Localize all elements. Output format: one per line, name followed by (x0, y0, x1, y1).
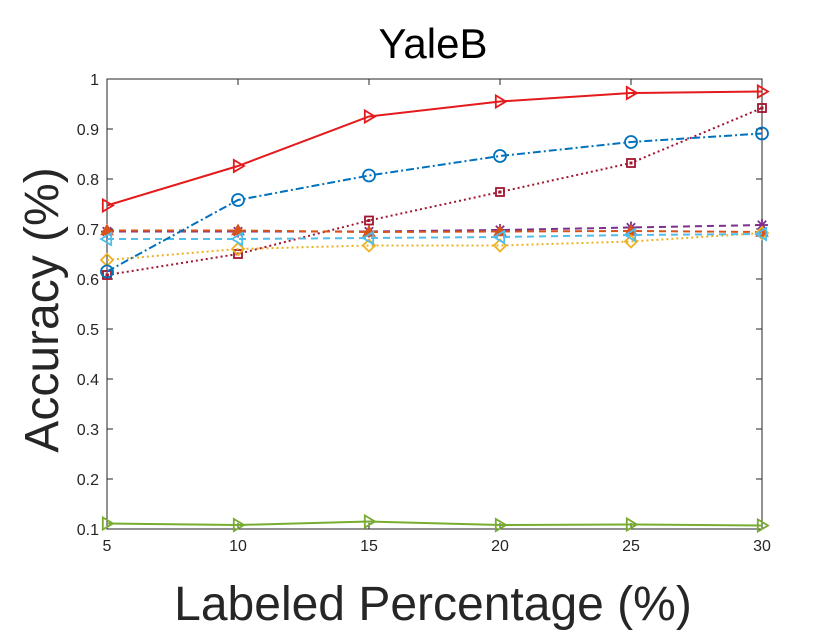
y-tick-label: 0.5 (77, 322, 99, 339)
data-point (757, 103, 767, 113)
x-tick-label: 20 (491, 538, 509, 555)
y-axis-label: Accuracy (%) (16, 167, 69, 452)
y-tick-label: 0.1 (77, 522, 99, 539)
y-tick-label: 0.9 (77, 122, 99, 139)
square-marker-dot (367, 219, 371, 222)
data-point (231, 193, 245, 207)
data-point (756, 83, 770, 100)
series-line (106, 107, 763, 276)
y-tick-label: 0.3 (77, 422, 99, 439)
data-point (493, 224, 507, 237)
axes-box (106, 78, 763, 530)
data-point (363, 108, 377, 125)
y-tick-label: 1 (90, 72, 99, 89)
data-point (624, 135, 638, 149)
series-5 (99, 226, 768, 247)
y-tick-label: 0.2 (77, 472, 99, 489)
data-point (363, 513, 377, 530)
data-point (100, 264, 114, 279)
data-point (494, 93, 508, 110)
square-marker (626, 158, 636, 168)
x-axis-label: Labeled Percentage (%) (174, 578, 692, 630)
series-6 (100, 126, 769, 279)
data-point (626, 158, 636, 168)
data-point (492, 229, 506, 245)
series-1 (101, 219, 768, 238)
square-marker-dot (629, 161, 633, 165)
square-marker (757, 103, 767, 113)
data-point (230, 231, 244, 247)
series-line (106, 232, 763, 261)
series-line (106, 520, 763, 527)
data-point (494, 517, 508, 533)
series-7 (101, 513, 770, 534)
x-tick-label: 30 (753, 538, 771, 555)
data-point (623, 227, 637, 243)
y-tick-label: 0.4 (77, 372, 99, 389)
plot-area: 5 10 15 20 25 30 0.1 0.2 0.3 0.4 0.5 0.6 0.7 0.8 0.9 1 (77, 72, 771, 555)
data-point (362, 168, 376, 183)
data-point (99, 231, 113, 247)
data-point (755, 126, 769, 141)
series-line (107, 229, 763, 234)
series-line (106, 132, 763, 273)
data-point (625, 516, 639, 533)
data-point (101, 515, 115, 532)
square-marker-dot (105, 273, 109, 277)
star-stroke (757, 220, 767, 230)
data-point (232, 517, 246, 533)
series-line (107, 233, 763, 240)
y-tick-label: 0.8 (77, 172, 99, 189)
square-marker (364, 215, 374, 226)
square-marker (495, 187, 505, 197)
series-line (106, 90, 763, 207)
y-tick-label: 0.6 (77, 272, 99, 289)
x-tick-label: 10 (229, 538, 247, 555)
data-point (230, 241, 246, 257)
data-point (364, 215, 374, 226)
x-tick-label: 25 (622, 538, 640, 555)
x-tick-label: 5 (103, 538, 112, 555)
square-marker-dot (760, 106, 764, 110)
chart-title: YaleB (379, 20, 488, 67)
square-marker-dot (498, 190, 502, 194)
data-point (101, 197, 115, 214)
data-point (625, 85, 639, 101)
data-point (756, 517, 770, 534)
data-point (361, 230, 375, 246)
data-point (493, 149, 507, 163)
series-8 (101, 83, 770, 214)
y-tick-label: 0.7 (77, 222, 99, 239)
data-point (754, 226, 768, 242)
x-tick-label: 15 (360, 538, 378, 555)
data-point (495, 187, 505, 197)
data-point (232, 158, 246, 174)
